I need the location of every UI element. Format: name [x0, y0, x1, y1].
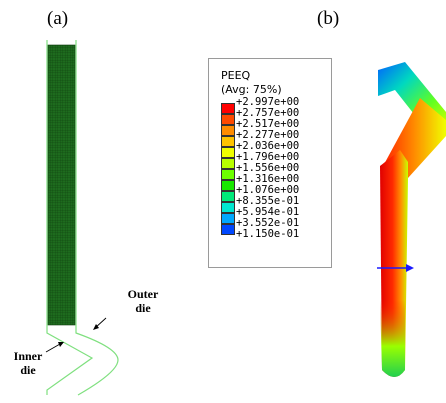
legend-swatch [221, 213, 235, 224]
legend-tick-label: +1.316e+00 [236, 173, 300, 185]
inner-die-label: Inner die [8, 349, 48, 377]
legend-swatch [221, 180, 235, 191]
legend-swatch [221, 136, 235, 147]
peeq-legend: PEEQ (Avg: 75%) +2.997e+00 +2.757e+00 +2.5… [208, 58, 332, 268]
legend-swatch [221, 103, 235, 114]
legend-color-bar [221, 103, 235, 235]
legend-tick-label: +3.552e-01 [236, 217, 300, 229]
legend-swatch [221, 224, 235, 235]
legend-tick-label: +5.954e-01 [236, 206, 300, 218]
contour-exit-tip [380, 300, 405, 377]
panel-label-a: (a) [47, 8, 69, 29]
legend-tick-label: +1.556e+00 [236, 162, 300, 174]
outer-die-label-line1: Outer [127, 287, 159, 301]
legend-tick-label: +1.076e+00 [236, 184, 300, 196]
legend-subtitle: (Avg: 75%) [221, 83, 282, 96]
legend-title: PEEQ [221, 69, 251, 82]
outer-die-outline [75, 330, 119, 396]
legend-tick-label: +1.796e+00 [236, 151, 300, 163]
legend-tick-label: +1.150e-01 [236, 228, 300, 240]
inner-die-label-line1: Inner [13, 349, 43, 363]
outer-die-label-line2: die [135, 301, 151, 315]
inner-die-arrow [45, 343, 61, 353]
legend-swatch [221, 114, 235, 125]
legend-tick-label: +2.517e+00 [236, 118, 300, 130]
legend-swatch [221, 147, 235, 158]
outer-die-label: Outer die [118, 287, 168, 315]
legend-tick-label: +2.277e+00 [236, 129, 300, 141]
legend-tick-label: +8.355e-01 [236, 195, 300, 207]
legend-swatch [221, 191, 235, 202]
legend-tick-label: +2.757e+00 [236, 107, 300, 119]
legend-tick-label: +2.036e+00 [236, 140, 300, 152]
inner-die-label-line2: die [20, 363, 36, 377]
legend-swatch [221, 158, 235, 169]
billet-mesh [47, 44, 76, 326]
legend-swatch [221, 202, 235, 213]
legend-tick-labels: +2.997e+00 +2.757e+00 +2.517e+00 +2.277e+00… [236, 97, 299, 240]
panel-label-b: (b) [317, 8, 340, 29]
legend-tick-label: +2.997e+00 [236, 96, 300, 108]
cross-section-arrow-head [406, 264, 414, 272]
inner-die-outline [46, 330, 94, 395]
legend-swatch [221, 125, 235, 136]
legend-swatch [221, 169, 235, 180]
